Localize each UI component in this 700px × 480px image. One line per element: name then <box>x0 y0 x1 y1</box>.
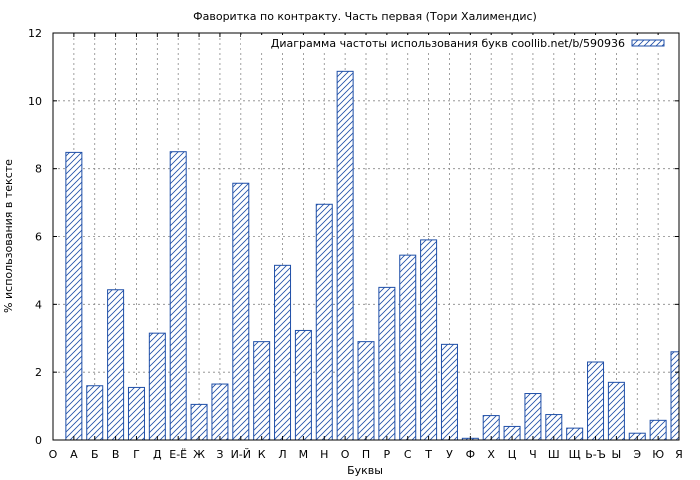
bar <box>232 182 250 440</box>
x-tick-label: Г <box>133 448 140 461</box>
bar <box>253 341 271 440</box>
x-tick-label: Щ <box>569 448 581 461</box>
bar <box>378 286 396 440</box>
bar <box>545 414 563 440</box>
x-tick-label: Э <box>633 448 641 461</box>
x-tick-label: И-Й <box>231 448 251 461</box>
x-axis-label: Буквы <box>347 464 383 477</box>
x-tick-label: Ь-Ъ <box>585 448 606 461</box>
bar <box>420 239 438 440</box>
bar <box>86 385 104 440</box>
x-tick-label: Д <box>153 448 162 461</box>
bar <box>169 151 187 440</box>
legend-swatch <box>631 39 665 47</box>
y-axis-ticks: 0 2 4 6 8 10 12 <box>28 27 679 447</box>
x-tick-label: Ч <box>529 448 537 461</box>
x-tick-label: О <box>49 448 58 461</box>
x-tick-label: Ю <box>652 448 664 461</box>
x-tick-label: С <box>404 448 412 461</box>
y-tick-label: 10 <box>28 95 42 108</box>
bar <box>65 151 83 440</box>
bar <box>399 254 417 440</box>
x-tick-label: А <box>70 448 78 461</box>
x-tick-label: Р <box>384 448 391 461</box>
bars <box>65 70 679 440</box>
x-tick-label: К <box>258 448 266 461</box>
y-tick-label: 12 <box>28 27 42 40</box>
bar <box>566 427 584 440</box>
grid <box>53 33 679 440</box>
chart-title: Фаворитка по контракту. Часть первая (То… <box>193 10 537 23</box>
y-tick-label: 4 <box>35 298 42 311</box>
x-tick-label: М <box>299 448 309 461</box>
x-tick-label: Ф <box>466 448 475 461</box>
legend: Диаграмма частоты использования букв coo… <box>241 35 678 51</box>
bar <box>294 329 312 440</box>
x-tick-label: Б <box>91 448 99 461</box>
bar <box>336 70 354 440</box>
bar <box>274 264 292 440</box>
y-tick-label: 2 <box>35 366 42 379</box>
x-tick-label: Е-Ё <box>169 448 187 461</box>
x-tick-label: З <box>216 448 223 461</box>
bar <box>107 289 125 440</box>
y-tick-label: 0 <box>35 434 42 447</box>
bar <box>357 341 375 440</box>
legend-box <box>241 35 678 51</box>
x-tick-label: Ш <box>548 448 560 461</box>
x-tick-label: Н <box>320 448 328 461</box>
bar <box>148 332 166 440</box>
x-tick-label: В <box>112 448 120 461</box>
bar <box>440 343 458 440</box>
y-tick-label: 6 <box>35 231 42 244</box>
x-tick-label: Ж <box>193 448 205 461</box>
x-tick-label: У <box>446 448 453 461</box>
x-tick-label: Т <box>424 448 432 461</box>
bar <box>607 381 625 440</box>
bar <box>190 403 208 440</box>
x-tick-label: Ц <box>508 448 517 461</box>
y-tick-label: 8 <box>35 163 42 176</box>
bar <box>315 203 333 440</box>
x-tick-label: П <box>362 448 370 461</box>
bar <box>127 386 145 440</box>
x-tick-label: Л <box>278 448 286 461</box>
y-axis-label: % использования в тексте <box>2 159 15 313</box>
legend-label: Диаграмма частоты использования букв coo… <box>271 37 625 50</box>
bar <box>649 419 667 440</box>
x-tick-label: Ы <box>612 448 622 461</box>
x-tick-label: Х <box>487 448 495 461</box>
x-tick-label: О <box>341 448 350 461</box>
x-tick-label: Я <box>675 448 683 461</box>
bar <box>211 383 229 440</box>
bar <box>670 351 679 440</box>
x-axis-ticks: О А Б В Г Д Е-Ё Ж З И-Й К Л М Н О П Р С Т У Ф Х Ц Ч Ш Щ Ь-Ъ Ы Э Ю Я <box>49 33 683 461</box>
bar <box>524 393 542 440</box>
bar <box>587 361 605 440</box>
